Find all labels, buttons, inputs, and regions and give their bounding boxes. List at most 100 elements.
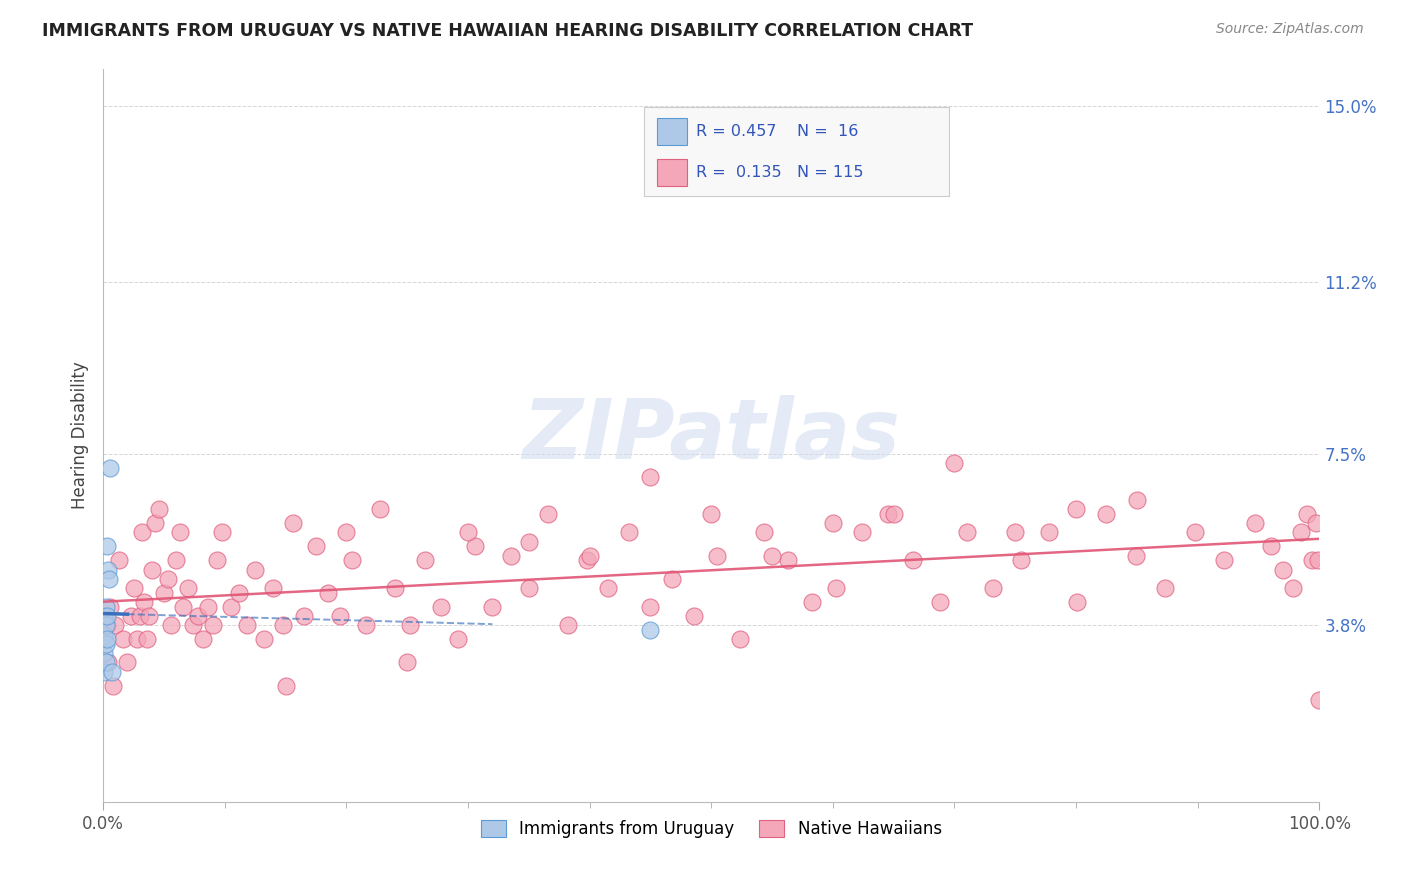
Point — [97, 656, 120, 670]
Point — [96, 609, 118, 624]
Point — [537, 507, 560, 521]
Point — [342, 553, 364, 567]
Point — [617, 525, 640, 540]
Point — [706, 549, 728, 563]
Point — [201, 618, 224, 632]
Point — [354, 618, 377, 632]
Point — [134, 595, 156, 609]
Point — [883, 507, 905, 521]
Point — [98, 572, 121, 586]
Point — [396, 656, 419, 670]
Point — [148, 502, 170, 516]
Point — [141, 563, 163, 577]
Point — [576, 553, 599, 567]
Point — [120, 609, 142, 624]
Point — [517, 581, 540, 595]
Point — [640, 470, 662, 484]
Point — [165, 553, 187, 567]
Point — [1260, 540, 1282, 554]
Point — [481, 599, 503, 614]
Point — [1213, 553, 1236, 567]
Point — [281, 516, 304, 531]
Point — [1289, 525, 1312, 540]
Point — [169, 525, 191, 540]
Point — [1126, 493, 1149, 508]
Point — [93, 646, 115, 660]
Point — [292, 609, 315, 624]
Point — [253, 632, 276, 647]
Point — [262, 581, 284, 595]
Point — [1154, 581, 1177, 595]
Point — [160, 618, 183, 632]
Point — [517, 534, 540, 549]
Text: Source: ZipAtlas.com: Source: ZipAtlas.com — [1216, 22, 1364, 37]
Point — [640, 599, 662, 614]
Point — [1305, 516, 1327, 531]
Point — [457, 525, 479, 540]
Point — [1296, 507, 1319, 521]
Point — [430, 599, 453, 614]
Text: R = 0.457    N =  16: R = 0.457 N = 16 — [696, 124, 859, 138]
Point — [127, 632, 149, 647]
Point — [135, 632, 157, 647]
Point — [1184, 525, 1206, 540]
Point — [700, 507, 723, 521]
Point — [172, 599, 194, 614]
Point — [329, 609, 352, 624]
Point — [93, 632, 115, 647]
Point — [93, 609, 115, 624]
Point — [235, 618, 257, 632]
Point — [956, 525, 979, 540]
Point — [219, 599, 242, 614]
Point — [499, 549, 522, 563]
Point — [464, 540, 486, 554]
Point — [138, 609, 160, 624]
Point — [1301, 553, 1323, 567]
Point — [274, 679, 297, 693]
Point — [101, 679, 124, 693]
Point — [207, 553, 229, 567]
Text: IMMIGRANTS FROM URUGUAY VS NATIVE HAWAIIAN HEARING DISABILITY CORRELATION CHART: IMMIGRANTS FROM URUGUAY VS NATIVE HAWAII… — [42, 22, 973, 40]
Point — [1244, 516, 1267, 531]
Point — [97, 563, 120, 577]
Point — [177, 581, 200, 595]
Point — [761, 549, 783, 563]
Point — [211, 525, 233, 540]
Point — [1004, 525, 1026, 540]
Point — [111, 632, 134, 647]
Point — [108, 553, 131, 567]
Point — [100, 460, 122, 475]
Point — [370, 502, 392, 516]
Point — [131, 525, 153, 540]
Point — [943, 456, 966, 470]
Point — [661, 572, 683, 586]
Point — [96, 540, 118, 554]
Point — [335, 525, 357, 540]
Point — [156, 572, 179, 586]
Point — [928, 595, 950, 609]
Point — [93, 627, 115, 641]
Point — [447, 632, 470, 647]
Point — [96, 632, 118, 647]
Point — [316, 586, 339, 600]
Point — [384, 581, 406, 595]
Point — [1064, 502, 1087, 516]
Text: ZIPatlas: ZIPatlas — [522, 394, 900, 475]
FancyBboxPatch shape — [657, 159, 688, 186]
Point — [901, 553, 924, 567]
Point — [1271, 563, 1294, 577]
Point — [776, 553, 799, 567]
Point — [1281, 581, 1303, 595]
Point — [100, 665, 122, 679]
Point — [122, 581, 145, 595]
Point — [825, 581, 848, 595]
Point — [243, 563, 266, 577]
Point — [1038, 525, 1060, 540]
Point — [145, 516, 167, 531]
Point — [1306, 553, 1329, 567]
Point — [96, 618, 118, 632]
Point — [128, 609, 150, 624]
Legend: Immigrants from Uruguay, Native Hawaiians: Immigrants from Uruguay, Native Hawaiian… — [474, 813, 949, 845]
Point — [117, 656, 139, 670]
Point — [398, 618, 420, 632]
